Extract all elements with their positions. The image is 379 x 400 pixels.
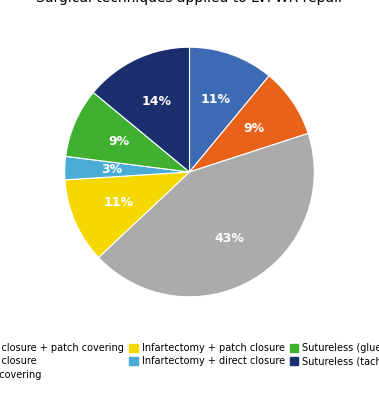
Text: 3%: 3% (102, 163, 123, 176)
Wedge shape (93, 47, 190, 172)
Wedge shape (190, 47, 269, 172)
Wedge shape (65, 172, 190, 258)
Wedge shape (65, 156, 190, 180)
Text: 9%: 9% (108, 135, 129, 148)
Wedge shape (66, 92, 190, 172)
Text: 14%: 14% (141, 96, 172, 108)
Text: 9%: 9% (243, 122, 264, 135)
Title: Surgical techniques applied to LVFWR repair: Surgical techniques applied to LVFWR rep… (36, 0, 343, 5)
Wedge shape (99, 134, 314, 297)
Legend: Direct closure + patch covering, Direct closure, Patch covering, Infartectomy + : Direct closure + patch covering, Direct … (0, 339, 379, 384)
Text: 43%: 43% (214, 232, 244, 245)
Text: 11%: 11% (201, 93, 231, 106)
Wedge shape (190, 76, 308, 172)
Text: 11%: 11% (103, 196, 133, 209)
